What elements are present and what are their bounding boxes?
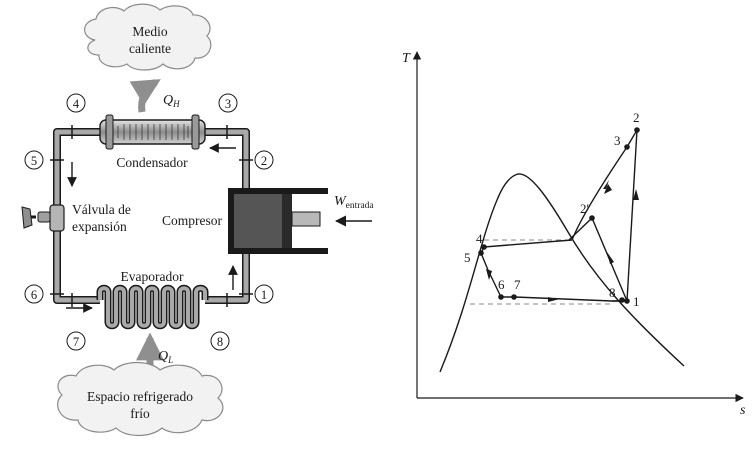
compressor-label: Compresor <box>162 213 222 228</box>
flow-arrows <box>66 143 238 313</box>
axes <box>412 51 744 403</box>
svg-text:2: 2 <box>261 154 267 168</box>
hot-medium-cloud: Medio caliente <box>84 3 212 71</box>
svg-text:5: 5 <box>31 154 37 168</box>
state-marker-8: 8 <box>210 331 230 351</box>
hot-medium-label-line2: caliente <box>129 41 171 56</box>
label-3: 3 <box>614 133 621 148</box>
heat-out-symbol: QH <box>163 93 180 109</box>
label-8: 8 <box>609 285 616 300</box>
state-marker-1: 1 <box>254 284 274 304</box>
state-marker-5: 5 <box>24 150 44 170</box>
work-in-symbol: Wentrada <box>334 194 374 211</box>
expansion-valve: Válvula de expansión <box>21 202 131 234</box>
point-3 <box>624 144 630 150</box>
cold-space-label-line2: frío <box>130 406 150 421</box>
process-arrows <box>486 180 639 302</box>
ts-diagram: T s <box>402 51 746 418</box>
state-points <box>478 127 640 304</box>
state-marker-6: 6 <box>24 284 44 304</box>
compressor: Compresor Wentrada <box>162 188 374 254</box>
heat-rejection-arrow: QH <box>129 78 180 113</box>
condenser: Condensador <box>99 114 206 170</box>
point-7 <box>511 294 517 300</box>
svg-text:3: 3 <box>225 97 231 111</box>
x-axis-label: s <box>740 403 746 418</box>
point-4 <box>481 244 487 250</box>
label-1: 1 <box>633 294 640 309</box>
heat-in-symbol: QL <box>158 349 173 365</box>
condenser-label: Condensador <box>116 155 188 170</box>
cold-space-cloud: Espacio refrigerado frío <box>57 361 224 437</box>
point-2prime <box>589 215 595 221</box>
cycle-process-lines <box>480 129 638 302</box>
state-marker-2: 2 <box>254 150 274 170</box>
state-marker-4: 4 <box>66 93 86 113</box>
label-2: 2 <box>633 110 640 125</box>
svg-text:8: 8 <box>217 335 223 349</box>
label-4: 4 <box>476 231 483 246</box>
cycle-schematic: Medio caliente QH <box>21 3 374 437</box>
valve-label-line1: Válvula de <box>72 202 131 217</box>
label-5: 5 <box>464 250 471 265</box>
state-marker-7: 7 <box>66 331 86 351</box>
svg-text:1: 1 <box>261 288 267 302</box>
process-3-4-upper <box>571 146 628 241</box>
evaporator-label: Evaporador <box>121 269 184 284</box>
state-ticks <box>50 125 253 307</box>
state-markers: 4 3 5 2 6 1 7 <box>24 93 274 351</box>
svg-text:4: 4 <box>73 97 80 111</box>
hot-medium-label-line1: Medio <box>132 24 167 39</box>
point-8 <box>619 297 625 303</box>
point-6 <box>498 294 504 300</box>
svg-text:7: 7 <box>73 335 79 349</box>
svg-text:6: 6 <box>31 288 37 302</box>
process-ideal-2prime <box>568 216 628 302</box>
process-4-5-6 <box>480 246 502 298</box>
process-1-2 <box>626 129 638 302</box>
y-axis-label: T <box>402 51 411 66</box>
process-condensation <box>483 239 573 248</box>
process-2-3 <box>626 129 638 148</box>
label-6: 6 <box>498 277 505 292</box>
label-7: 7 <box>514 277 521 292</box>
point-1 <box>624 298 630 304</box>
label-2prime: 2' <box>580 201 589 216</box>
dashed-lines <box>470 239 612 305</box>
valve-label-line2: expansión <box>72 219 127 234</box>
point-5 <box>478 250 484 256</box>
state-marker-3: 3 <box>218 93 238 113</box>
evaporator: Evaporador <box>96 269 209 330</box>
cold-space-label-line1: Espacio refrigerado <box>87 389 193 404</box>
state-labels: 2 3 2' 4 5 6 7 8 1 <box>464 110 640 309</box>
saturation-dome <box>439 173 685 373</box>
point-2 <box>634 127 640 133</box>
